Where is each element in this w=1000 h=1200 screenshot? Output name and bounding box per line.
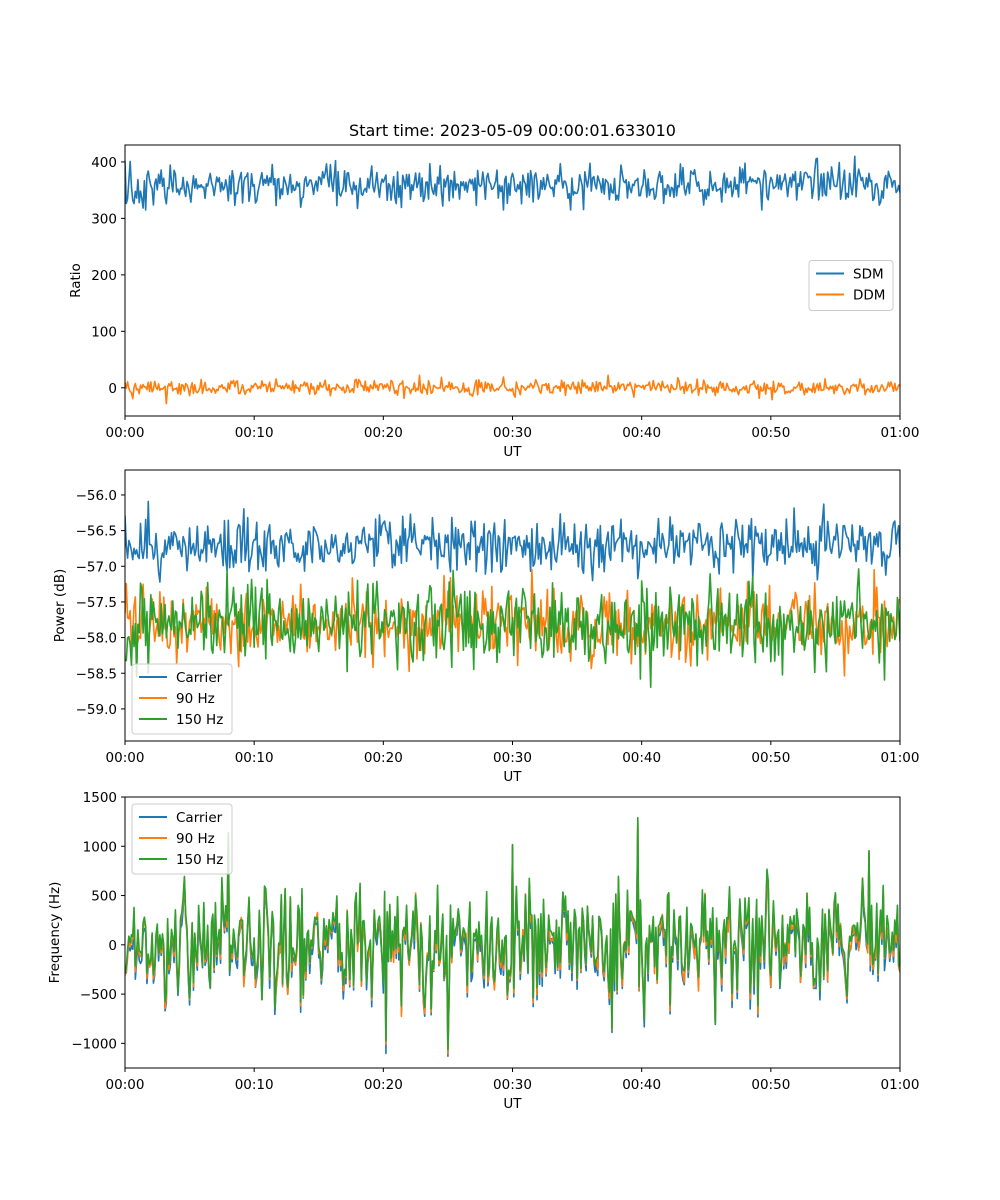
legend-label: SDM [853,267,884,283]
y-tick-label: −58.0 [76,631,117,647]
y-axis-label: Frequency (Hz) [47,882,63,984]
x-tick-label: 00:30 [493,1077,532,1093]
x-tick-label: 00:20 [364,1077,403,1093]
x-tick-label: 00:00 [106,750,145,766]
y-tick-label: −56.0 [76,488,117,504]
legend-label: 150 Hz [176,712,223,728]
y-tick-label: −500 [80,987,117,1003]
y-tick-label: −57.0 [76,559,117,575]
y-tick-label: 200 [91,268,117,284]
x-tick-label: 00:30 [493,750,532,766]
legend-box [131,663,233,735]
y-tick-label: 300 [91,211,117,227]
x-tick-label: 01:00 [881,425,920,441]
y-tick-label: 100 [91,324,117,340]
series-line-ddm [125,374,900,405]
x-tick-label: 00:10 [235,1077,274,1093]
series-line-carrier [125,500,900,583]
y-tick-label: 1000 [83,839,117,855]
legend-box [131,803,233,875]
x-tick-label: 00:20 [364,425,403,441]
legend: Carrier 90 Hz 150 Hz [131,663,233,735]
panel-1: 00:00 00:10 00:20 00:30 00:40 00:50 01:00 0 100 2… [68,121,919,460]
legend-label: Carrier [176,810,223,826]
x-axis-label: UT [503,769,522,785]
x-tick-label: 00:00 [106,425,145,441]
x-tick-label: 00:10 [235,425,274,441]
panel-3: 00:00 00:10 00:20 00:30 00:40 00:50 01:00 1500 1… [47,790,919,1112]
y-tick-label: −1000 [71,1036,117,1052]
y-tick-label: 0 [108,938,117,954]
x-tick-label: 01:00 [881,750,920,766]
y-tick-label: −56.5 [76,524,117,540]
legend-label: 90 Hz [176,691,215,707]
series-line-sdm [125,155,900,211]
x-tick-label: 00:50 [751,1077,790,1093]
legend-label: Carrier [176,670,223,686]
y-tick-label: −58.5 [76,666,117,682]
series-line-150-hz [125,816,900,1051]
series-line-150-hz [125,568,900,689]
y-tick-label: 500 [91,889,117,905]
x-tick-label: 00:50 [751,425,790,441]
x-tick-label: 00:10 [235,750,274,766]
x-tick-label: 00:40 [622,750,661,766]
y-axis-label: Power (dB) [52,569,68,642]
chart-title: Start time: 2023-05-09 00:00:01.633010 [349,121,676,140]
x-tick-label: 00:00 [106,1077,145,1093]
legend: Carrier 90 Hz 150 Hz [131,803,233,875]
x-tick-label: 00:40 [622,425,661,441]
x-tick-label: 00:30 [493,425,532,441]
y-axis-label: Ratio [68,263,84,298]
x-axis-label: UT [503,444,522,460]
y-tick-label: −57.5 [76,595,117,611]
legend-label: DDM [853,288,885,304]
x-tick-label: 00:40 [622,1077,661,1093]
legend-label: 90 Hz [176,831,215,847]
x-tick-label: 00:20 [364,750,403,766]
x-tick-label: 00:50 [751,750,790,766]
x-tick-label: 01:00 [881,1077,920,1093]
y-tick-label: −59.0 [76,702,117,718]
y-tick-label: 400 [91,155,117,171]
y-tick-label: 1500 [83,790,117,806]
legend: SDM DDM [808,260,894,311]
x-axis-label: UT [503,1096,522,1112]
legend-label: 150 Hz [176,852,223,868]
panel-2: 00:00 00:10 00:20 00:30 00:40 00:50 01:00 −56.0… [52,469,920,785]
y-tick-label: 0 [108,381,117,397]
